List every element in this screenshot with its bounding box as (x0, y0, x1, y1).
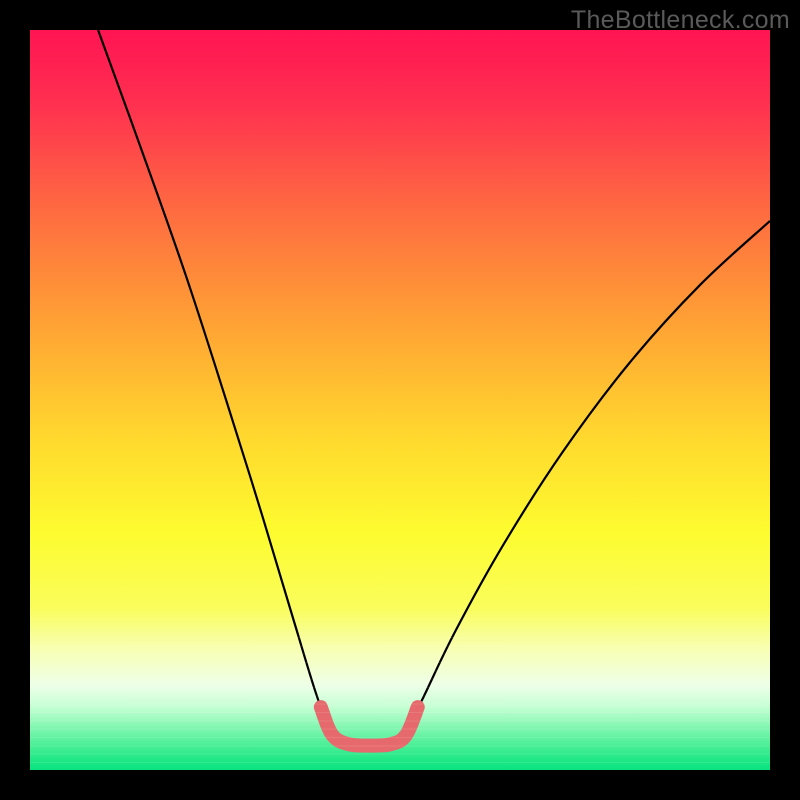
plot-area (30, 30, 770, 770)
watermark-text: TheBottleneck.com (571, 6, 790, 35)
bottleneck-chart: TheBottleneck.com (0, 0, 800, 800)
gradient-background (30, 30, 770, 770)
